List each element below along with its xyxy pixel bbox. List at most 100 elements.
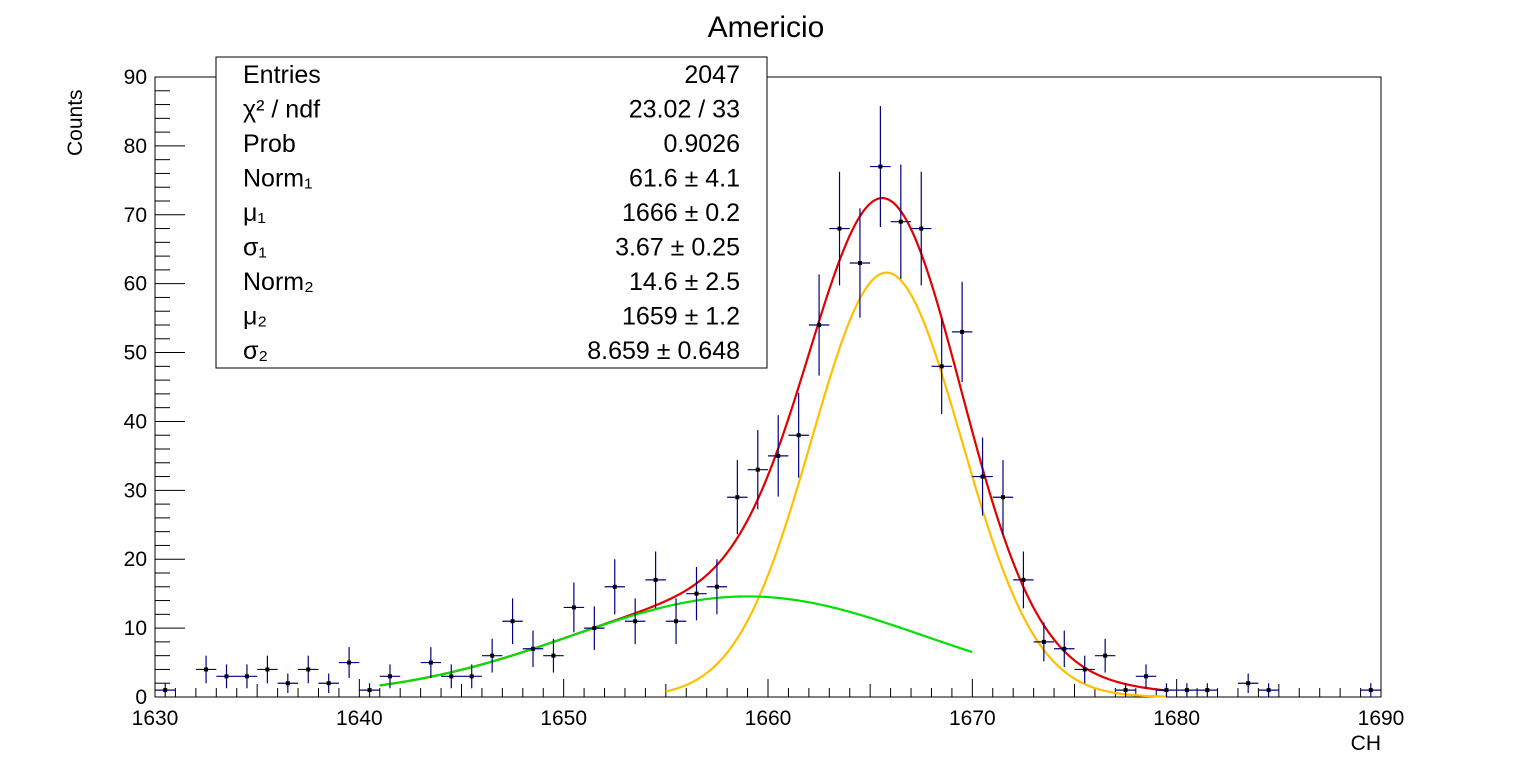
- data-point: [686, 566, 707, 621]
- data-point: [298, 655, 319, 684]
- stats-label: Entries: [243, 61, 321, 89]
- x-tick-label: 1670: [949, 707, 996, 730]
- data-point: [768, 415, 789, 497]
- marker: [1144, 674, 1149, 679]
- y-tick-label: 0: [135, 686, 147, 709]
- data-point: [992, 460, 1014, 535]
- data-point: [420, 647, 442, 678]
- data-point: [747, 430, 768, 510]
- data-point: [931, 318, 952, 415]
- stats-value: 14.6 ± 2.5: [629, 268, 740, 296]
- chart-title: Americio: [708, 11, 825, 44]
- marker: [1184, 688, 1189, 693]
- marker: [265, 667, 270, 672]
- marker: [306, 667, 311, 672]
- stats-box-frame: [215, 56, 768, 369]
- data-point: [195, 655, 217, 684]
- data-point: [1115, 683, 1136, 697]
- marker: [469, 674, 474, 679]
- y-tick-label: 40: [124, 410, 147, 433]
- x-tick-label: 1690: [1358, 707, 1405, 730]
- marker: [612, 584, 617, 589]
- stats-label: μ₂: [243, 303, 267, 331]
- y-tick-label: 10: [124, 617, 147, 640]
- x-tick-label: 1640: [336, 707, 383, 730]
- data-point: [890, 164, 912, 279]
- marker: [796, 433, 801, 438]
- data-point: [257, 655, 278, 684]
- y-axis: 0 10 20 30 40 50 60 70 80 90: [124, 66, 185, 709]
- data-point: [318, 673, 339, 693]
- stats-label: σ₂: [243, 337, 268, 365]
- data-points: [155, 106, 1381, 697]
- data-point: [502, 598, 523, 645]
- data-point: [1360, 683, 1381, 697]
- data-point: [645, 551, 666, 609]
- marker: [490, 653, 495, 658]
- data-point: [1176, 683, 1198, 697]
- data-point: [1197, 683, 1218, 697]
- marker: [694, 591, 699, 596]
- data-point: [379, 664, 401, 689]
- data-point: [951, 281, 973, 383]
- stats-value: 2047: [684, 61, 740, 89]
- marker: [1062, 646, 1067, 651]
- marker: [449, 674, 454, 679]
- y-axis-title: Counts: [64, 89, 87, 156]
- x-axis: 1630 1640 1650 1660 1670 1680 1690: [132, 679, 1405, 730]
- data-point: [1156, 683, 1177, 697]
- marker: [285, 681, 290, 686]
- marker: [1368, 688, 1373, 693]
- stats-value: 3.67 ± 0.25: [615, 234, 740, 262]
- data-point: [1054, 630, 1075, 668]
- x-tick-label: 1630: [132, 707, 179, 730]
- marker: [163, 688, 168, 693]
- marker: [898, 219, 903, 224]
- marker: [939, 364, 944, 369]
- marker: [510, 619, 515, 624]
- marker: [1205, 688, 1210, 693]
- data-point: [808, 274, 830, 376]
- marker: [244, 674, 249, 679]
- marker: [735, 495, 740, 500]
- data-point: [338, 647, 360, 678]
- data-point: [1094, 638, 1116, 673]
- marker: [224, 674, 229, 679]
- data-point: [911, 171, 932, 286]
- y-tick-label: 30: [124, 479, 147, 502]
- stats-value: 1659 ± 1.2: [622, 303, 740, 331]
- stats-label: μ₁: [243, 199, 266, 227]
- y-tick-label: 80: [124, 135, 147, 158]
- y-tick-label: 50: [124, 342, 147, 365]
- fit-curve-1: [665, 271, 1167, 698]
- marker: [1082, 667, 1087, 672]
- x-tick-label: 1660: [745, 707, 792, 730]
- marker: [674, 619, 679, 624]
- data-point: [665, 598, 687, 645]
- y-tick-label: 90: [124, 66, 147, 89]
- marker: [531, 646, 536, 651]
- data-point: [1074, 655, 1095, 684]
- data-point: [972, 437, 993, 516]
- data-point: [727, 460, 748, 535]
- data-point: [849, 208, 871, 318]
- marker: [878, 164, 883, 169]
- data-point: [604, 559, 625, 615]
- marker: [1103, 653, 1108, 658]
- data-point: [522, 630, 544, 668]
- y-tick-label: 20: [124, 548, 147, 571]
- marker: [326, 681, 331, 686]
- data-point: [1135, 664, 1157, 689]
- data-point: [624, 598, 646, 645]
- stats-value: 8.659 ± 0.648: [587, 337, 740, 365]
- marker: [347, 660, 352, 665]
- stats-label: χ² / ndf: [243, 96, 320, 124]
- data-point: [829, 171, 850, 286]
- marker: [980, 474, 985, 479]
- stats-box: Entries 2047 χ² / ndf 23.02 / 33 Prob 0.9026 N…: [215, 56, 768, 369]
- data-point: [543, 638, 564, 673]
- marker: [1021, 577, 1026, 582]
- stats-label: Norm₁: [243, 165, 313, 193]
- data-point: [461, 664, 482, 689]
